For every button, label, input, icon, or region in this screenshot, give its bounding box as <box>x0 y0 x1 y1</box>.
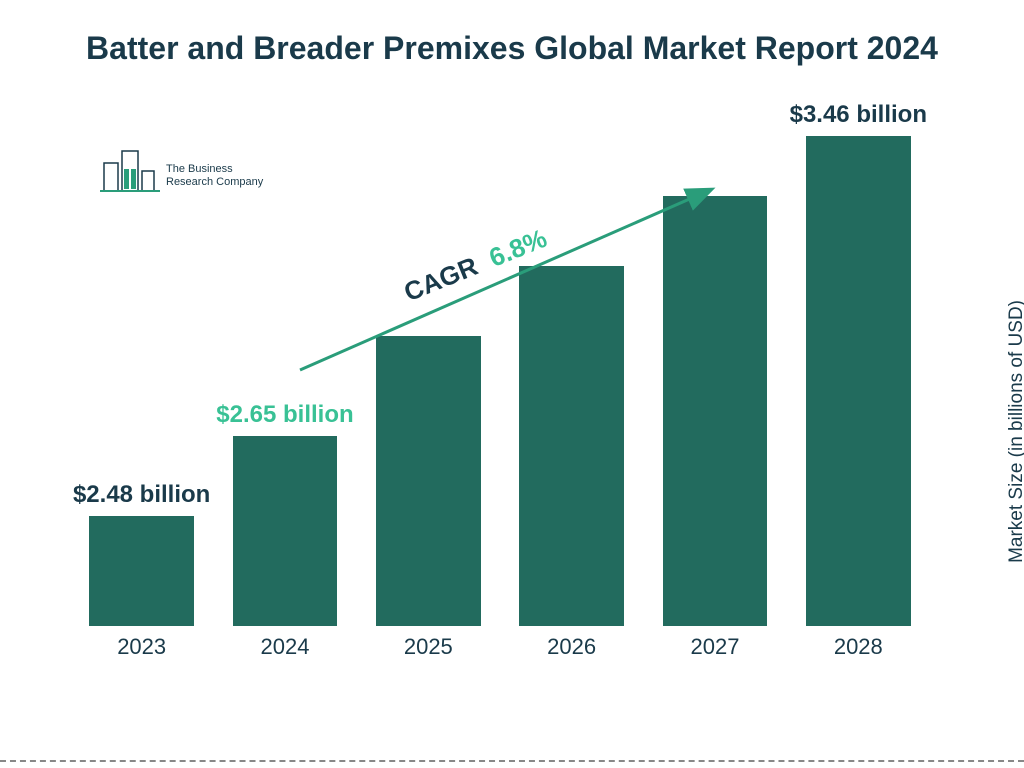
bar-container: 2023$2.48 billion2024$2.65 billion202520… <box>80 140 920 660</box>
bar <box>663 196 768 626</box>
chart-title: Batter and Breader Premixes Global Marke… <box>0 0 1024 70</box>
x-axis-category: 2027 <box>691 634 740 660</box>
bar-wrap: 2027 <box>653 196 776 660</box>
bar-wrap: 2028$3.46 billion <box>797 136 920 660</box>
bar <box>376 336 481 626</box>
x-axis-category: 2023 <box>117 634 166 660</box>
chart-area: 2023$2.48 billion2024$2.65 billion202520… <box>80 140 920 700</box>
bar <box>233 436 338 626</box>
bottom-dashed-border <box>0 760 1024 762</box>
bar <box>806 136 911 626</box>
bar-wrap: 2025 <box>367 336 490 660</box>
x-axis-category: 2024 <box>261 634 310 660</box>
y-axis-label: Market Size (in billions of USD) <box>1006 300 1024 563</box>
bar-value-label: $3.46 billion <box>788 101 928 130</box>
bar <box>89 516 194 626</box>
bar-wrap: 2023$2.48 billion <box>80 516 203 660</box>
bar-wrap: 2024$2.65 billion <box>223 436 346 660</box>
x-axis-category: 2026 <box>547 634 596 660</box>
x-axis-category: 2025 <box>404 634 453 660</box>
bar-value-label: $2.48 billion <box>72 481 212 510</box>
x-axis-category: 2028 <box>834 634 883 660</box>
bar <box>519 266 624 626</box>
bar-value-label: $2.65 billion <box>215 401 355 430</box>
bar-wrap: 2026 <box>510 266 633 660</box>
